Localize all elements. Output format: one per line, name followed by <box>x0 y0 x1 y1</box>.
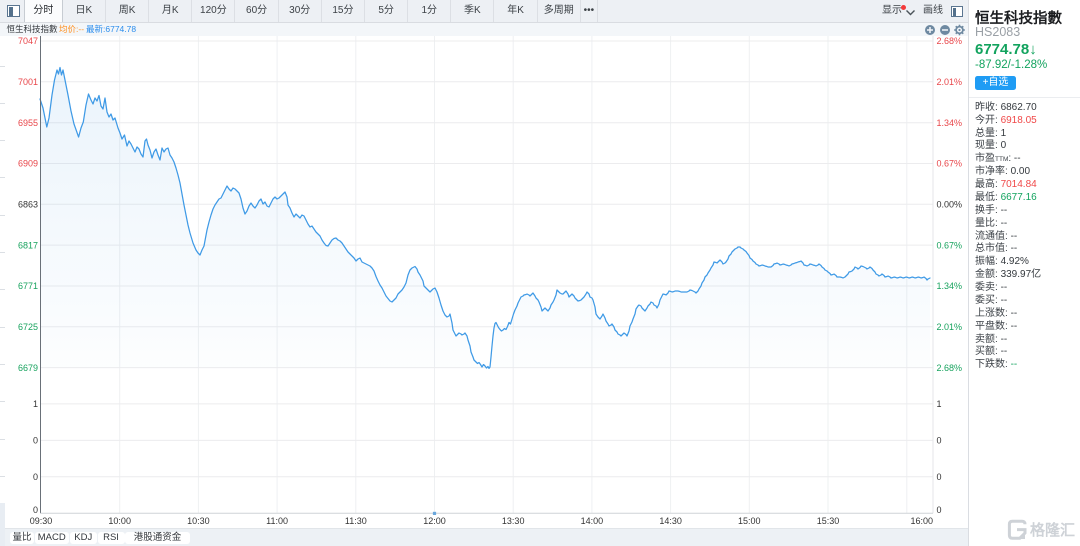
svg-text:1.34%: 1.34% <box>937 118 963 128</box>
svg-text:11:30: 11:30 <box>345 516 367 526</box>
svg-text:1: 1 <box>937 399 942 409</box>
svg-text:7001: 7001 <box>18 77 38 87</box>
svg-text:10:30: 10:30 <box>187 516 210 526</box>
svg-text:15:00: 15:00 <box>738 516 761 526</box>
svg-text:16:00: 16:00 <box>910 516 933 526</box>
svg-text:6863: 6863 <box>18 200 38 210</box>
svg-text:0: 0 <box>33 472 38 482</box>
svg-text:0: 0 <box>937 436 942 446</box>
svg-text:13:30: 13:30 <box>502 516 525 526</box>
svg-text:6771: 6771 <box>18 281 38 291</box>
svg-text:10:00: 10:00 <box>108 516 131 526</box>
svg-text:格隆汇: 格隆汇 <box>1030 521 1075 539</box>
svg-text:0: 0 <box>33 505 38 515</box>
svg-text:2.68%: 2.68% <box>937 363 963 373</box>
svg-text:0: 0 <box>937 505 942 515</box>
svg-text:6909: 6909 <box>18 159 38 169</box>
svg-text:1: 1 <box>33 399 38 409</box>
svg-text:0.67%: 0.67% <box>937 159 963 169</box>
svg-text:11:00: 11:00 <box>266 516 288 526</box>
svg-text:14:00: 14:00 <box>581 516 604 526</box>
svg-text:2.01%: 2.01% <box>937 77 963 87</box>
svg-text:12:00: 12:00 <box>423 516 446 526</box>
svg-text:0.67%: 0.67% <box>937 240 963 250</box>
svg-text:6679: 6679 <box>18 363 38 373</box>
svg-text:14:30: 14:30 <box>659 516 682 526</box>
svg-text:09:30: 09:30 <box>30 516 53 526</box>
svg-text:6817: 6817 <box>18 240 38 250</box>
svg-text:0: 0 <box>33 436 38 446</box>
svg-text:7047: 7047 <box>18 36 38 46</box>
svg-text:2.68%: 2.68% <box>937 36 963 46</box>
svg-text:0.00%: 0.00% <box>937 200 963 210</box>
svg-text:6725: 6725 <box>18 322 38 332</box>
svg-text:15:30: 15:30 <box>817 516 840 526</box>
svg-text:6955: 6955 <box>18 118 38 128</box>
svg-text:0: 0 <box>937 472 942 482</box>
svg-text:2.01%: 2.01% <box>937 322 963 332</box>
svg-text:1.34%: 1.34% <box>937 281 963 291</box>
